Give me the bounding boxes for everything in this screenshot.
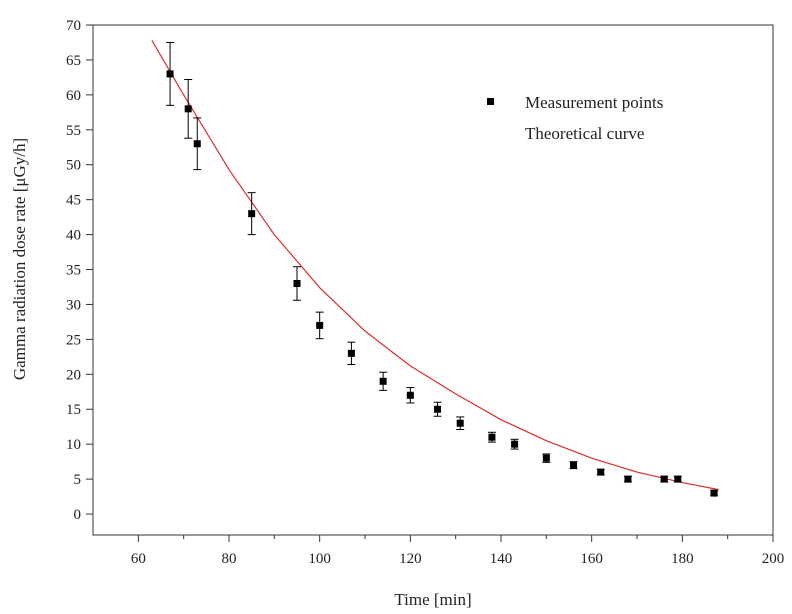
y-tick-label: 50 [66, 158, 81, 174]
x-tick-label: 200 [762, 551, 785, 567]
measurement-point [660, 475, 668, 483]
y-tick-label: 60 [66, 88, 81, 104]
measurement-point [434, 405, 442, 413]
x-tick-label: 80 [222, 551, 237, 567]
measurement-point [624, 475, 632, 483]
x-tick-label: 160 [580, 551, 603, 567]
measurement-point [597, 468, 605, 476]
y-tick-label: 25 [66, 332, 81, 348]
measurement-point [542, 454, 550, 462]
y-tick-label: 20 [66, 367, 81, 383]
measurement-point [456, 419, 464, 427]
plot-border [92, 24, 774, 536]
measurement-point [379, 377, 387, 385]
x-tick-label: 60 [131, 551, 146, 567]
y-tick-label: 40 [66, 228, 81, 244]
y-tick-label: 30 [66, 297, 81, 313]
y-tick-label: 5 [74, 472, 82, 488]
y-tick-label: 65 [66, 53, 81, 69]
y-tick-label: 10 [66, 437, 81, 453]
x-tick-label: 100 [308, 551, 331, 567]
measurement-point [293, 279, 301, 287]
y-axis-title: Gamma radiation dose rate [μGy/h] [10, 138, 29, 380]
x-tick-label: 180 [671, 551, 694, 567]
y-tick-label: 45 [66, 193, 81, 209]
y-tick-label: 35 [66, 263, 81, 279]
measurement-point [488, 433, 496, 441]
theoretical-curve [151, 40, 719, 491]
measurement-point [570, 461, 578, 469]
y-tick-label: 0 [74, 507, 82, 523]
x-axis-title: Time [min] [394, 590, 471, 609]
measurement-point [710, 489, 718, 497]
legend-label-measurement: Measurement points [525, 93, 663, 112]
measurement-point [184, 105, 192, 113]
measurement-point [511, 440, 519, 448]
x-tick-label: 120 [399, 551, 422, 567]
y-tick-label: 55 [66, 123, 81, 139]
legend-label-theoretical: Theoretical curve [525, 124, 644, 143]
y-tick-label: 15 [66, 402, 81, 418]
measurement-point [316, 321, 324, 329]
y-tick-label: 70 [66, 18, 81, 34]
x-tick-label: 140 [490, 551, 513, 567]
measurement-point [248, 210, 256, 218]
measurement-point [193, 140, 201, 148]
legend: Measurement points Theoretical curve [487, 93, 663, 143]
measurement-point [406, 391, 414, 399]
measurement-point [166, 70, 174, 78]
series-layer [151, 40, 719, 497]
x-axis: 60 80 100 120 140 160 180 200 [131, 535, 784, 567]
legend-marker-measurement [487, 98, 494, 105]
y-axis: 0 5 10 15 20 25 30 35 40 45 50 55 60 65 70 [66, 18, 93, 523]
measurement-point [347, 349, 355, 357]
measurement-point [674, 475, 682, 483]
plot-frame [92, 24, 774, 536]
